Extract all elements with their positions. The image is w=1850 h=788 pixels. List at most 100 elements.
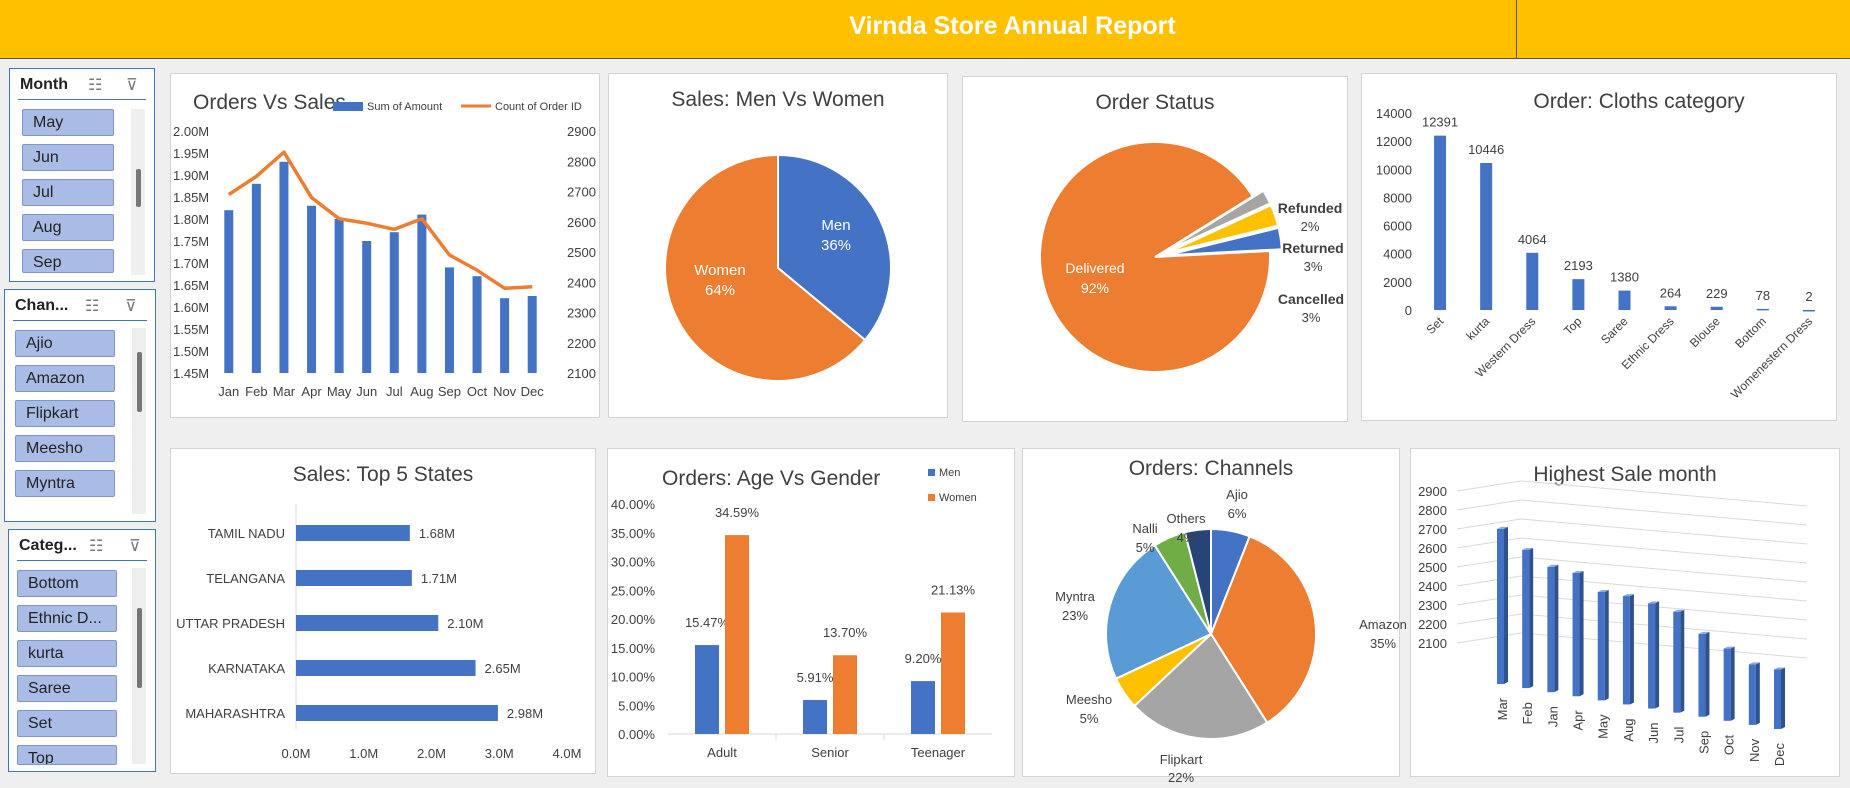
x-tick-label: Aug: [1621, 718, 1636, 741]
pie-label-name: Amazon: [1359, 617, 1407, 632]
chart-title: Sales: Men Vs Women: [671, 88, 885, 111]
y-tick-left: 1.55M: [173, 322, 209, 337]
slicer-scroll-thumb[interactable]: [136, 169, 141, 207]
slicer-title: Chan...: [15, 297, 69, 314]
slicer-item-ajio[interactable]: Ajio: [15, 330, 115, 357]
slicer-item-may[interactable]: May: [22, 109, 114, 136]
category-slicer[interactable]: Categ... ☷ ⊽ Bottom Ethnic D... kurta Sa…: [8, 529, 156, 772]
x-tick-label: 1.0M: [349, 746, 378, 761]
y-tick-left: 1.45M: [173, 366, 209, 381]
slicer-item-jun[interactable]: Jun: [22, 144, 114, 171]
data-label: 2: [1805, 289, 1812, 304]
slicer-scroll-thumb[interactable]: [137, 608, 142, 688]
bar-month: [1648, 603, 1656, 709]
x-tick-label: Jul: [386, 384, 403, 399]
multi-select-icon[interactable]: ☷: [89, 538, 104, 555]
report-header: Virnda Store Annual Report: [0, 0, 1850, 59]
bar-month: [1597, 591, 1605, 701]
grid-line: [1520, 594, 1808, 621]
legend-label-amount: Sum of Amount: [367, 101, 442, 113]
slicer-item-saree[interactable]: Saree: [17, 675, 117, 702]
x-tick-label: Sep: [438, 384, 461, 399]
slicer-item-meesho[interactable]: Meesho: [15, 435, 115, 462]
data-label: 1.71M: [421, 571, 457, 586]
y-tick-left: 1.75M: [173, 234, 209, 249]
clear-filter-icon[interactable]: ⊽: [129, 538, 141, 555]
bar-amount: [307, 205, 317, 373]
slicer-item-set[interactable]: Set: [17, 710, 117, 737]
slicer-item-flipkart[interactable]: Flipkart: [15, 400, 115, 427]
highest-sale-month-chart: 2100 2200 2300 2400 2500 2600 2700 2800 2900 Mar F…: [1418, 480, 1808, 767]
y-tick-label: MAHARASHTRA: [185, 706, 285, 721]
x-tick-label: Dec: [1772, 743, 1787, 767]
channels-chart: Ajio 6% Amazon 35% Flipkart 22% Meesho 5% Myntra…: [1055, 487, 1407, 785]
pie-label-value: 35%: [1370, 636, 1396, 651]
y-tick-label: 8000: [1383, 190, 1412, 205]
slicer-item-aug[interactable]: Aug: [22, 214, 114, 241]
men-vs-women-panel: Sales: Men Vs Women Men 36% Women 64%: [608, 73, 948, 418]
y-tick-label: 2400: [1418, 579, 1447, 594]
pie-label-name: Flipkart: [1160, 752, 1203, 767]
x-tick-label: Bottom: [1732, 314, 1769, 351]
y-tick-label: 2700: [1418, 522, 1447, 537]
clear-filter-icon[interactable]: ⊽: [125, 298, 137, 315]
slicer-item-jul[interactable]: Jul: [22, 179, 114, 206]
multi-select-icon[interactable]: ☷: [88, 77, 103, 94]
bar-month-top: [1748, 662, 1760, 665]
slicer-item-ethnic-dress[interactable]: Ethnic D...: [17, 605, 117, 632]
pie-label-name: Myntra: [1055, 589, 1096, 604]
pie-label-value: 2%: [1301, 219, 1320, 234]
x-tick-label: Feb: [245, 384, 267, 399]
slicer-scroll-thumb[interactable]: [137, 352, 142, 412]
bar-men: [695, 645, 719, 734]
data-label: 10446: [1468, 142, 1504, 157]
pie-label-name: Meesho: [1066, 692, 1112, 707]
x-tick-label: Womenestern Dress: [1728, 314, 1815, 401]
orders-vs-sales-panel: Orders Vs Sales Sum of Amount Count of Ord…: [170, 73, 600, 418]
month-slicer[interactable]: Month ☷ ⊽ May Jun Jul Aug Sep: [9, 68, 155, 282]
channels-panel: Orders: Channels Ajio 6% Amazon 35% Flipkart…: [1022, 448, 1407, 785]
slicer-header: Chan... ☷ ⊽: [13, 294, 147, 321]
x-tick-label: Top: [1561, 314, 1585, 338]
grid-line-left: [1456, 518, 1522, 530]
bar-women: [725, 535, 749, 734]
y-tick-label: 2800: [1418, 503, 1447, 518]
pie-label-value: 64%: [705, 282, 735, 299]
clear-filter-icon[interactable]: ⊽: [126, 77, 138, 94]
bar-category: [1710, 306, 1723, 310]
grid-line-left: [1456, 613, 1522, 625]
y-tick-label: 25.00%: [611, 583, 656, 598]
slicer-item-sep[interactable]: Sep: [22, 249, 114, 273]
bar-category: [1572, 279, 1585, 310]
y-tick-label: 10000: [1376, 162, 1412, 177]
y-tick-label: TAMIL NADU: [208, 526, 285, 541]
x-tick-label: Nov: [1747, 738, 1762, 762]
pie-label-name: Returned: [1282, 240, 1343, 256]
slicer-item-amazon[interactable]: Amazon: [15, 365, 115, 392]
slicer-item-bottom[interactable]: Bottom: [17, 570, 117, 597]
chart-title: Order: Cloths category: [1533, 90, 1745, 113]
slicer-scrollbar[interactable]: [132, 328, 146, 514]
top-states-chart: TAMIL NADU 1.68M TELANGANA 1.71M UTTAR PRADE…: [176, 504, 581, 761]
bar-month-side: [1730, 646, 1735, 721]
data-label: 9.20%: [905, 651, 942, 666]
bar-month-top: [1648, 601, 1660, 604]
channel-slicer[interactable]: Chan... ☷ ⊽ Ajio Amazon Flipkart Meesho …: [4, 289, 156, 522]
bar-state: [296, 525, 410, 541]
chart-title: Orders Vs Sales: [193, 91, 346, 114]
data-label: 13.70%: [823, 625, 868, 640]
y-tick-left: 1.70M: [173, 256, 209, 271]
slicer-item-top[interactable]: Top: [17, 745, 117, 765]
highest-sale-month-panel: Highest Sale month 2100 2200 2300 2400 2500 2…: [1410, 448, 1840, 777]
x-tick-label: Apr: [1571, 710, 1586, 731]
x-tick-label: Senior: [811, 745, 849, 760]
bar-month: [1547, 566, 1555, 693]
bar-state: [296, 615, 439, 631]
slicer-item-kurta[interactable]: kurta: [17, 640, 117, 667]
multi-select-icon[interactable]: ☷: [85, 298, 100, 315]
bar-month-side: [1504, 526, 1508, 684]
slicer-item-myntra[interactable]: Myntra: [15, 470, 115, 497]
y-tick-label: 2300: [1418, 598, 1447, 613]
x-tick-label: Oct: [1722, 734, 1737, 755]
grid-line-left: [1456, 632, 1522, 644]
